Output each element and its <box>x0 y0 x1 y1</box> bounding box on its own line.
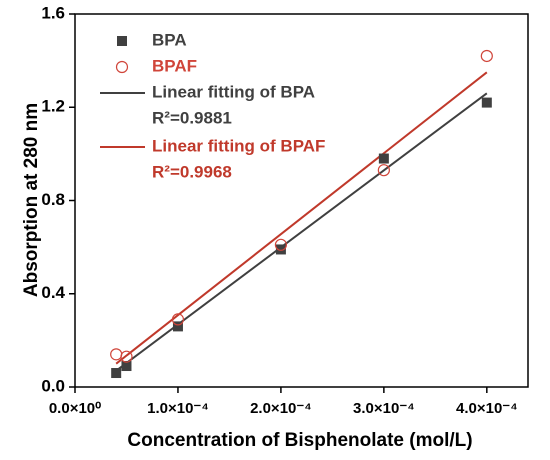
x-axis-label: Concentration of Bisphenolate (mol/L) <box>127 430 472 451</box>
y-tick-label: 0.0 <box>41 376 65 395</box>
circle-marker <box>110 348 123 361</box>
legend-label: BPA <box>152 30 187 49</box>
r2-label: R²=0.9881 <box>152 108 232 127</box>
circle-marker <box>274 238 288 251</box>
square-marker <box>275 244 286 255</box>
circle-marker <box>377 164 390 177</box>
circle-marker <box>120 350 133 363</box>
x-tick-label: 3.0×10⁻⁴ <box>353 400 415 417</box>
legend-label: BPAF <box>152 56 197 75</box>
square-marker <box>481 97 492 108</box>
square-marker <box>378 153 389 164</box>
fit-line <box>115 71 488 365</box>
y-tick-label: 1.2 <box>41 97 65 116</box>
legend-label: Linear fitting of BPA <box>152 82 315 101</box>
y-axis-label: Absorption at 280 nm <box>21 103 42 297</box>
fit-line <box>115 92 488 372</box>
square-marker <box>121 361 132 372</box>
square-marker <box>172 321 183 332</box>
circle-marker <box>480 49 493 63</box>
x-tick-label: 1.0×10⁻⁴ <box>147 400 209 417</box>
r2-label: R²=0.9968 <box>152 162 232 181</box>
y-tick-label: 0.4 <box>41 283 65 302</box>
square-marker <box>111 368 122 379</box>
x-tick-label: 2.0×10⁻⁴ <box>250 400 312 417</box>
square-marker <box>117 36 127 46</box>
x-tick-label: 4.0×10⁻⁴ <box>456 400 518 417</box>
legend-label: Linear fitting of BPAF <box>152 136 325 155</box>
circle-marker <box>115 60 129 74</box>
y-tick-label: 0.8 <box>41 190 65 209</box>
circle-marker <box>171 313 185 326</box>
plot-frame <box>74 13 529 388</box>
y-tick-label: 1.6 <box>41 3 65 22</box>
x-tick-label: 0.0×10⁰ <box>49 400 101 417</box>
